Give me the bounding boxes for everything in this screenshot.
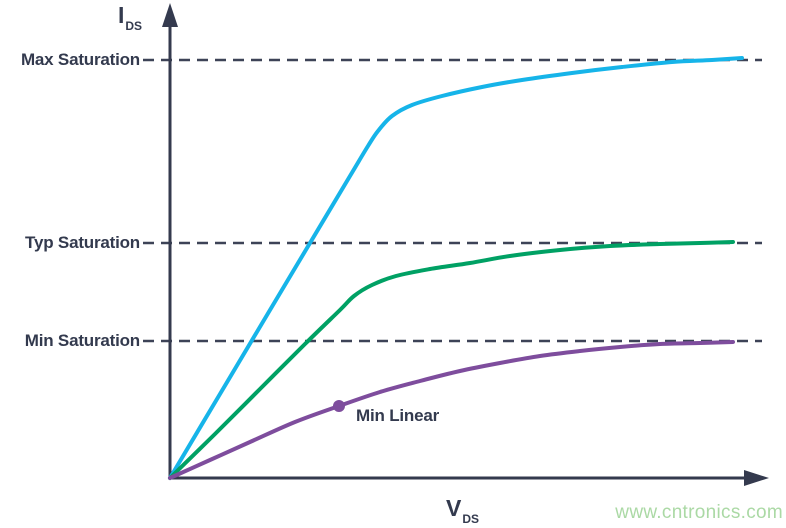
x-axis-label-sub: DS: [462, 511, 480, 526]
y-axis-label: IDS: [118, 2, 143, 37]
max-saturation-label: Max Saturation: [20, 50, 140, 69]
x-axis-arrow-icon: [744, 470, 769, 486]
y-axis-label-main: I: [118, 2, 125, 28]
typ-saturation-curve: [168, 240, 735, 480]
y-axis-arrow-icon: [162, 3, 178, 27]
x-axis-label-main: V: [446, 495, 462, 521]
min-saturation-label: Min Saturation: [24, 331, 140, 350]
min-linear-label: Min Linear: [356, 406, 440, 425]
watermark-text: www.cntronics.com: [615, 502, 783, 523]
y-axis-label-sub: DS: [125, 18, 143, 33]
min-linear-dot: [333, 400, 345, 412]
min-saturation-curve: [168, 340, 735, 480]
max-saturation-curve: [168, 56, 744, 480]
x-axis-label: VDS: [446, 495, 480, 528]
typ-saturation-label: Typ Saturation: [25, 233, 140, 252]
